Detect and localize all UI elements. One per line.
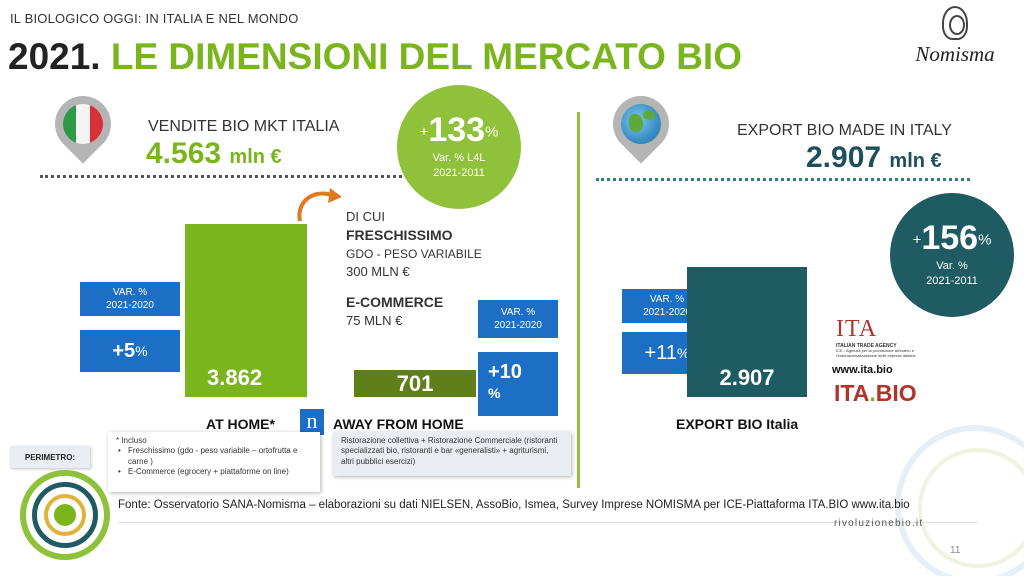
page-number: 11 <box>950 545 961 556</box>
ita-logo: ITA ITALIAN TRADE AGENCY ICE - Agenzia p… <box>836 316 956 359</box>
perimeter-item: E-Commerce (egrocery + piattaforme on li… <box>116 467 312 478</box>
decorative-ring-icon <box>895 425 1024 576</box>
section-divider <box>577 112 580 488</box>
eu-organic-logo-icon <box>20 470 110 560</box>
di-cui-block: DI CUI FRESCHISSIMO GDO - PESO VARIABILE… <box>346 208 496 331</box>
source-note: Fonte: Osservatorio SANA-Nomisma – elabo… <box>118 499 910 511</box>
at-home-var-label: VAR. % 2021-2020 <box>80 282 180 316</box>
perimeter-at-home-note: * Incluso Freschissimo (gdo - peso varia… <box>108 432 320 492</box>
ita-agency-name: ITALIAN TRADE AGENCY <box>836 343 897 349</box>
nomisma-emblem-icon <box>942 6 968 40</box>
away-pct: +10% <box>478 352 558 416</box>
export-label: EXPORT BIO MADE IN ITALY <box>737 122 952 139</box>
ita-agency-sub: ICE - Agenzia per la promozione all'este… <box>836 348 916 358</box>
brand-logo: Nomisma <box>900 6 1010 67</box>
perimeter-item: Freschissimo (gdo - peso variabile – ort… <box>116 446 312 467</box>
decorative-ring-inner-icon <box>918 448 1024 568</box>
title-year: 2021. <box>8 36 101 77</box>
ita-url[interactable]: www.ita.bio <box>832 364 893 376</box>
export-bar-label: EXPORT BIO Italia <box>676 416 799 432</box>
freschissimo-value: 300 MLN € <box>346 263 410 279</box>
italy-divider <box>40 175 438 178</box>
title-text: LE DIMENSIONI DEL MERCATO BIO <box>110 36 742 77</box>
away-bar: 701 <box>354 370 476 397</box>
page-title: 2021. LE DIMENSIONI DEL MERCATO BIO <box>8 36 742 78</box>
perimeter-label: PERIMETRO: <box>10 446 90 468</box>
perimeter-away-note: Ristorazione collettiva + Ristorazione C… <box>333 432 571 476</box>
export-value: 2.907 mln € <box>806 141 942 174</box>
section-eyebrow: IL BIOLOGICO OGGI: IN ITALIA E NEL MONDO <box>10 11 299 26</box>
curved-arrow-icon <box>297 188 342 222</box>
export-bar: 2.907 <box>687 267 807 397</box>
di-cui-title: DI CUI <box>346 209 385 224</box>
away-label: AWAY FROM HOME <box>333 416 464 432</box>
export-growth-badge: +156% Var. % 2021-2011 <box>890 193 1014 317</box>
freschissimo-sub: GDO - PESO VARIABILE <box>346 246 482 261</box>
brand-name: Nomisma <box>915 42 995 66</box>
globe-pin-icon <box>601 84 681 164</box>
ecommerce-label: E-COMMERCE <box>346 293 444 310</box>
ita-bio-logo: ITA.BIO <box>834 380 917 406</box>
away-var-label: VAR. % 2021-2020 <box>478 300 558 338</box>
italy-flag-pin-icon <box>43 84 123 164</box>
italy-value: 4.563 mln € <box>146 137 282 170</box>
italy-label: VENDITE BIO MKT ITALIA <box>148 118 340 135</box>
export-divider <box>596 178 970 181</box>
site-link[interactable]: rivoluzionebio.it <box>834 518 924 529</box>
at-home-pct: +5% <box>80 330 180 372</box>
badge-n-icon: n <box>300 409 324 435</box>
freschissimo-label: FRESCHISSIMO <box>346 227 453 244</box>
italy-growth-badge: +133% Var. % L4L 2021-2011 <box>397 85 521 209</box>
footer-divider <box>118 522 978 523</box>
ita-logo-text: ITA <box>836 316 878 342</box>
ecommerce-value: 75 MLN € <box>346 313 403 329</box>
at-home-label: AT HOME* <box>206 416 275 432</box>
at-home-bar: 3.862 <box>185 224 307 397</box>
